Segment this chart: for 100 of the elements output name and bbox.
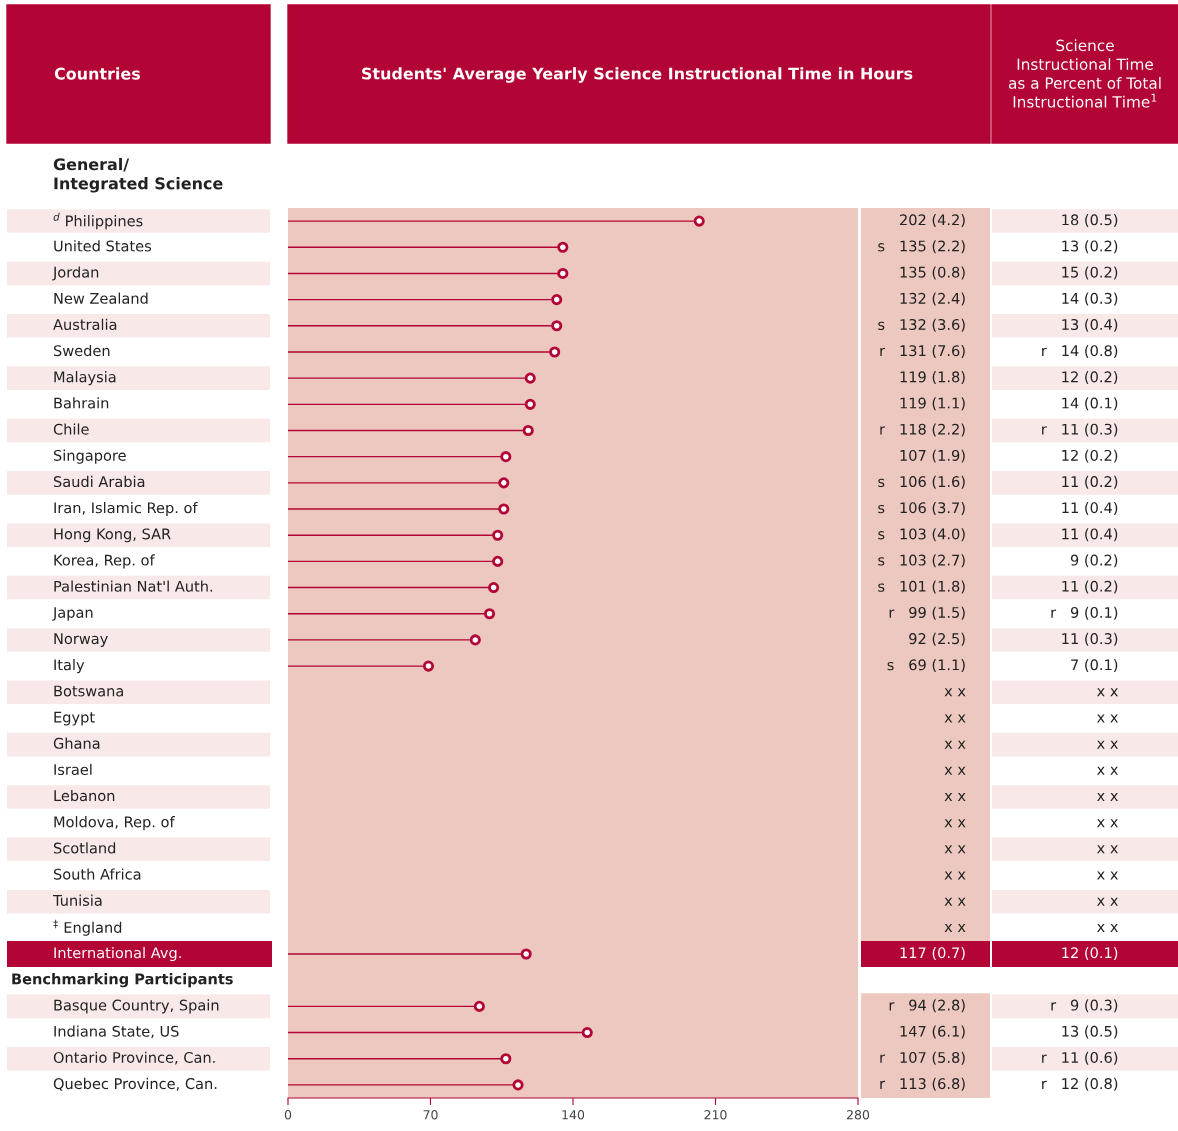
text: x x [944, 714, 966, 723]
point [549, 346, 561, 358]
y-axis-title: Countries [54, 67, 141, 80]
data-label: r 131 (7.6) [880, 344, 965, 358]
text: x x [944, 923, 966, 932]
text: x x [1097, 923, 1118, 932]
y-tick-label: Italy [54, 659, 85, 674]
text: 11 (0.2) [1062, 475, 1118, 489]
point [473, 1000, 485, 1012]
y-tick-label: Tunisia [52, 894, 102, 906]
data-label: r 118 (2.2) [880, 423, 965, 437]
y-tick-label: Palestinian Nat'l Auth. [54, 580, 213, 592]
text: 11 (0.4) [1062, 501, 1118, 515]
text: r 9 (0.3) [1051, 999, 1118, 1013]
text: 12 (0.2) [1062, 449, 1118, 463]
data-label: s 101 (1.8) [878, 580, 965, 594]
data-label: r 107 (5.8) [880, 1051, 965, 1065]
data-label: s 69 (1.1) [887, 659, 965, 673]
text: x x [1097, 793, 1118, 801]
text: 11 (0.2) [1062, 580, 1118, 594]
text: x x [944, 688, 966, 697]
data-label: 202 (4.2) [900, 214, 965, 228]
data-label: 147 (6.1) [900, 1025, 965, 1039]
point [483, 608, 496, 620]
text: 13 (0.4) [1062, 318, 1118, 332]
point [488, 582, 500, 594]
point [551, 320, 563, 332]
text: x x [1097, 845, 1118, 854]
text: x x [944, 819, 966, 828]
y-tick-label: Basque Country, Spain [54, 999, 219, 1014]
y-tick-label: Singapore [53, 449, 126, 464]
data-label: 135 (0.8) [900, 266, 965, 280]
text: x x [944, 871, 966, 880]
y-tick-label: $^{d}$ Philippines [53, 212, 143, 230]
data-label: s 103 (2.7) [878, 554, 965, 568]
text: x x [944, 897, 966, 906]
data-label: 132 (2.4) [900, 292, 965, 306]
y-tick-label: Bahrain [54, 397, 109, 409]
y-tick-label: Japan [52, 607, 93, 621]
y-tick-label: Botswana [54, 685, 123, 697]
y-tick-label: Lebanon [54, 789, 115, 802]
text: x x [1097, 871, 1118, 880]
text: 13 (0.5) [1062, 1025, 1118, 1039]
y-tick-label: Hong Kong, SAR [54, 528, 171, 543]
y-tick-label: $^{‡}$ England [53, 919, 122, 936]
y-tick-label: New Zealand [54, 292, 148, 304]
text: x x [944, 766, 966, 775]
point [512, 1079, 524, 1091]
data-label: 119 (1.1) [900, 397, 965, 411]
x-tick-label: 0 [284, 1110, 292, 1120]
text: x x [1097, 688, 1118, 697]
point [492, 529, 504, 541]
point [498, 477, 510, 489]
text: x x [944, 740, 966, 749]
text: 11 (0.3) [1062, 632, 1118, 646]
text: x x [1097, 897, 1118, 906]
x-tick-label: 210 [704, 1110, 727, 1120]
point [500, 1053, 512, 1065]
text: 7 (0.1) [1071, 659, 1118, 673]
text: 14 (0.3) [1062, 292, 1118, 306]
text: Science Instructional Time as a Percent of Total Instructional Time$^{1}$ [1008, 39, 1161, 108]
data-label: r 94 (2.8) [889, 999, 965, 1013]
text: x x [1097, 740, 1118, 749]
point [524, 398, 536, 410]
text: 11 (0.4) [1062, 528, 1118, 542]
data-label: r 99 (1.5) [889, 606, 965, 620]
point [551, 294, 563, 306]
point [524, 372, 536, 384]
text: 12 (0.2) [1062, 371, 1118, 385]
data-label: s 135 (2.2) [878, 240, 965, 254]
point [492, 555, 504, 567]
y-tick-label: Quebec Province, Can. [53, 1077, 217, 1091]
point [522, 424, 534, 437]
data-label: s 103 (4.0) [878, 528, 965, 542]
x-tick-label: 280 [846, 1110, 870, 1120]
text: x x [1097, 819, 1118, 828]
y-tick-label: Sweden [53, 344, 110, 357]
text: x x [944, 845, 966, 854]
point [693, 215, 705, 227]
text: r 11 (0.3) [1042, 423, 1118, 437]
y-tick-label: South Africa [53, 868, 141, 880]
chart-title: Students' Average Yearly Science Instructional Time in Hours [362, 67, 913, 83]
y-tick-label: Indiana State, US [54, 1025, 179, 1039]
point [422, 660, 435, 672]
point [498, 503, 510, 515]
data-label: r 113 (6.8) [880, 1077, 965, 1091]
x-tick-label: 140 [562, 1110, 585, 1120]
point [557, 241, 569, 253]
y-tick-label: Saudi Arabia [53, 475, 145, 488]
data-label: 107 (1.9) [900, 449, 965, 463]
point [557, 267, 569, 279]
y-tick-label: Egypt [54, 711, 95, 726]
point [469, 634, 481, 646]
point [500, 451, 512, 463]
data-label: s 106 (1.6) [878, 475, 965, 489]
y-tick-label: Chile [53, 423, 89, 435]
text: 18 (0.5) [1062, 214, 1118, 228]
text: Benchmarking Participants [12, 973, 233, 988]
y-tick-label: Australia [53, 318, 117, 331]
y-tick-label: Jordan [52, 266, 99, 281]
